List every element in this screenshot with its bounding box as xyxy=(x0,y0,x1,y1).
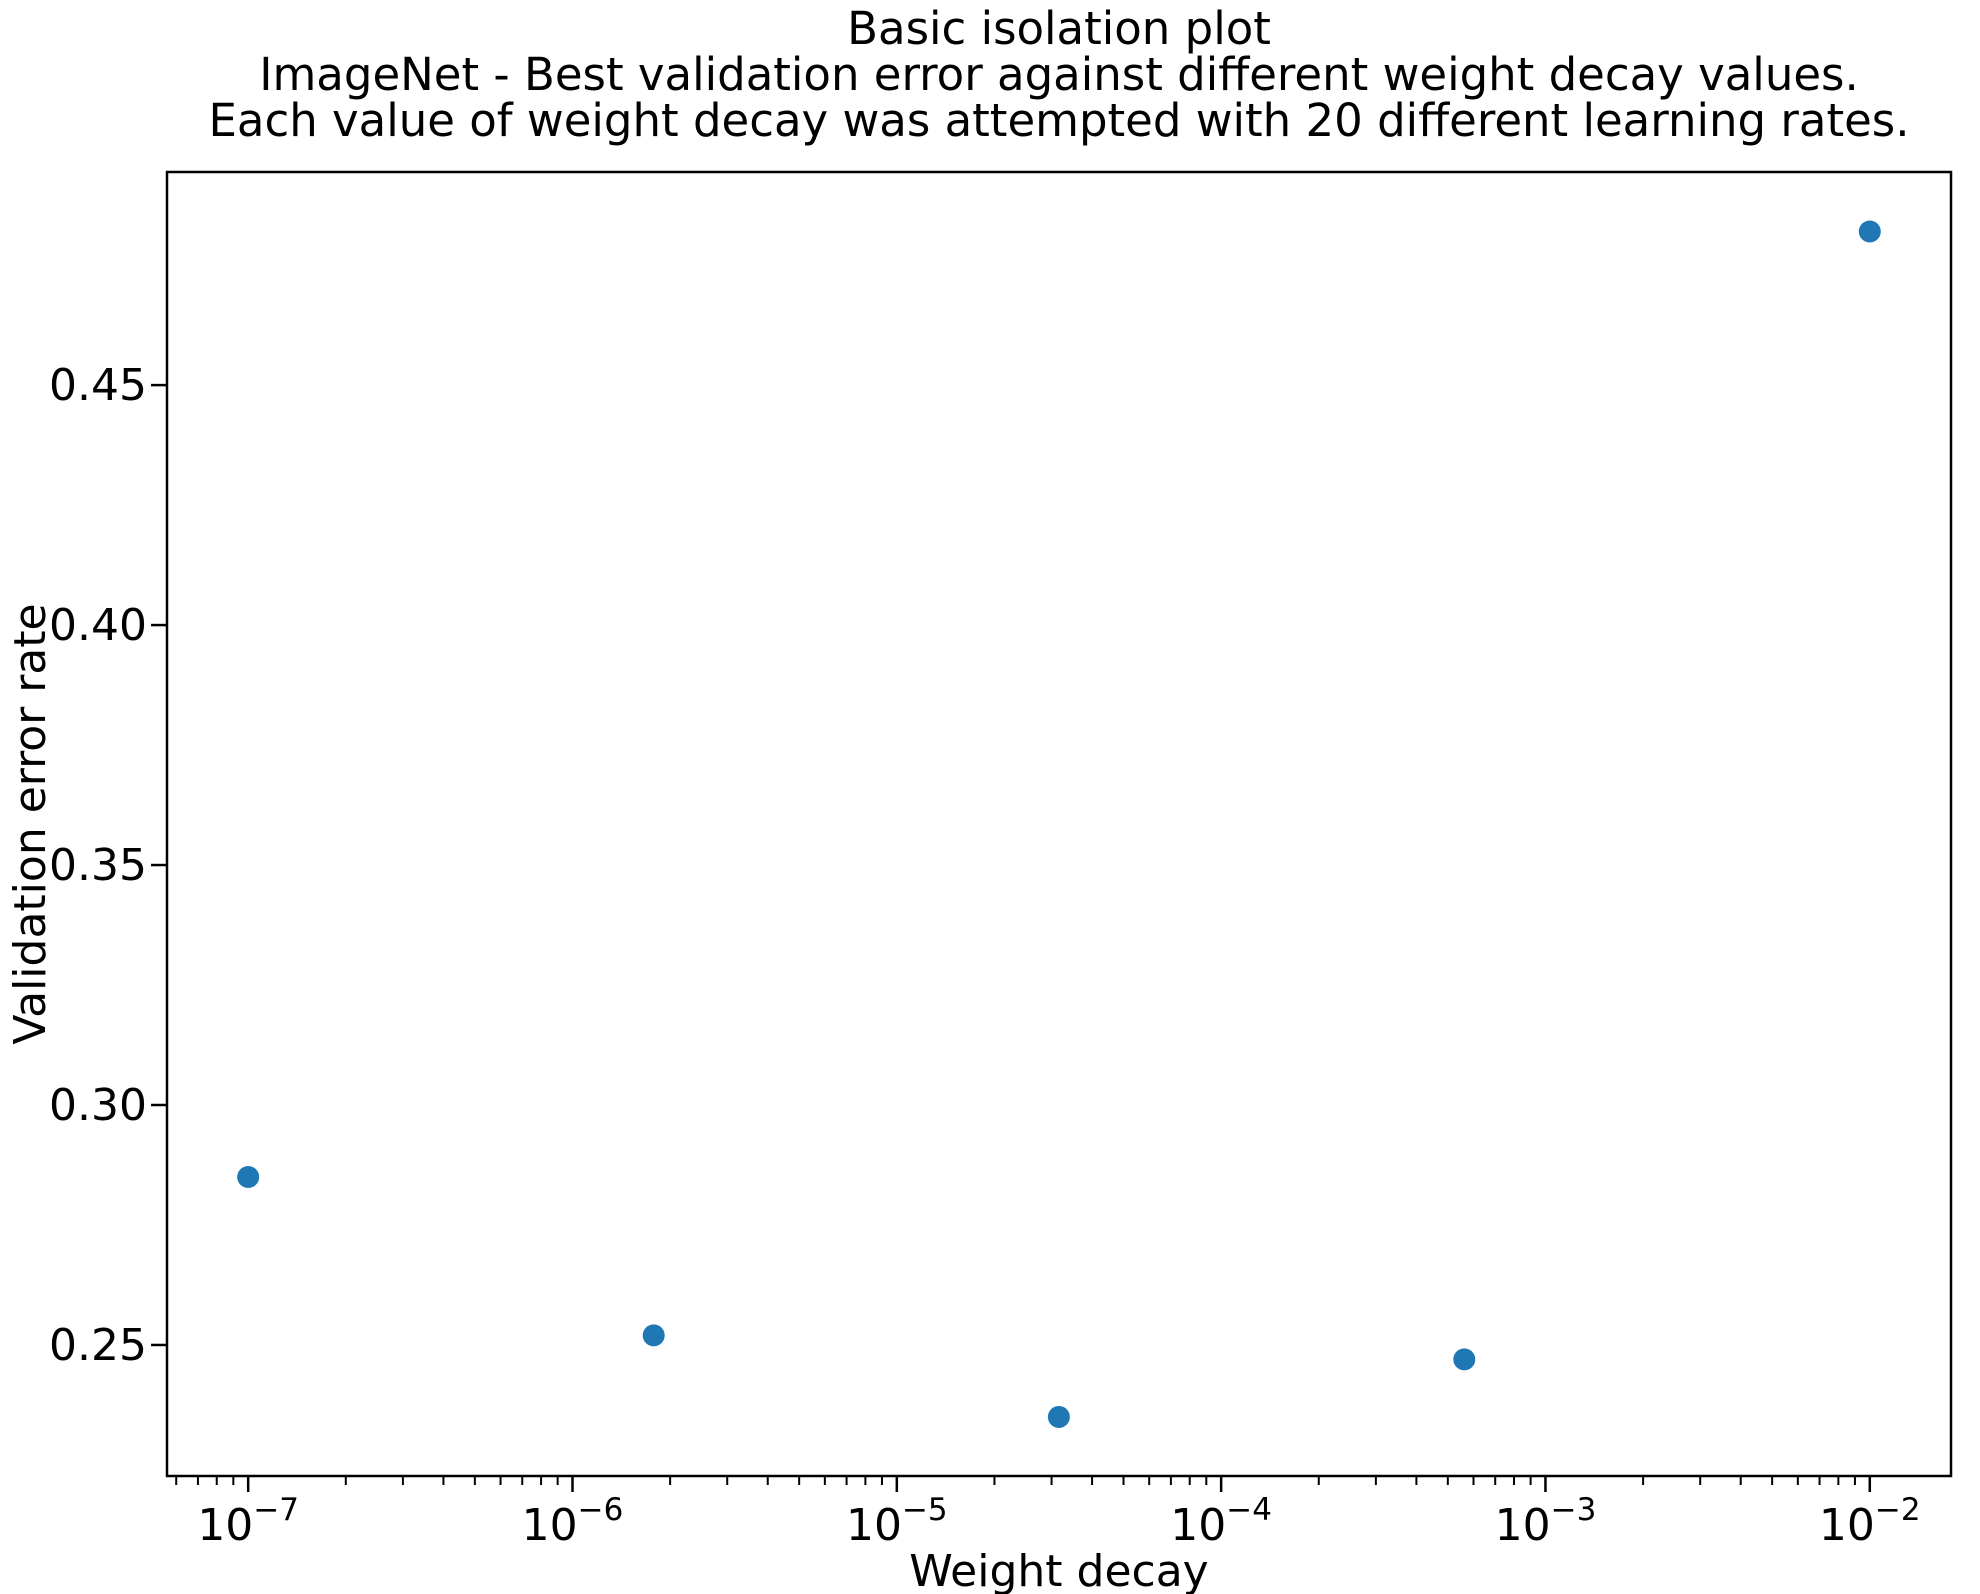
x-tick-label: 10−7 xyxy=(197,1492,299,1551)
x-tick-label: 10−3 xyxy=(1495,1492,1597,1551)
data-point xyxy=(1047,1405,1070,1428)
chart-title: Basic isolation plot ImageNet - Best val… xyxy=(208,6,1909,144)
title-line-2: ImageNet - Best validation error against… xyxy=(259,48,1859,101)
data-point xyxy=(642,1324,665,1347)
x-tick-label: 10−6 xyxy=(522,1492,624,1551)
y-tick-label: 0.25 xyxy=(49,1320,147,1371)
x-tick-label: 10−4 xyxy=(1170,1492,1272,1551)
scatter-points xyxy=(237,220,1881,1428)
y-axis-ticks: 0.25 0.30 0.35 0.40 0.45 xyxy=(49,360,167,1371)
title-line-1: Basic isolation plot xyxy=(847,2,1271,55)
y-tick-label: 0.45 xyxy=(49,360,147,411)
x-tick-label: 10−2 xyxy=(1819,1492,1921,1551)
x-axis-label: Weight decay xyxy=(909,1546,1208,1594)
data-point xyxy=(1858,220,1881,243)
x-tick-label: 10−5 xyxy=(846,1492,948,1551)
x-axis-ticks: 10−7 10−6 10−5 10−4 10−3 10−2 xyxy=(175,1476,1921,1551)
y-tick-label: 0.35 xyxy=(49,840,147,891)
y-tick-label: 0.30 xyxy=(49,1080,147,1131)
y-axis-label: Validation error rate xyxy=(5,603,56,1044)
plot-border xyxy=(165,170,1953,1478)
data-point xyxy=(237,1165,260,1188)
data-point xyxy=(1453,1348,1476,1371)
title-line-3: Each value of weight decay was attempted… xyxy=(208,94,1910,147)
y-tick-label: 0.40 xyxy=(49,600,147,651)
